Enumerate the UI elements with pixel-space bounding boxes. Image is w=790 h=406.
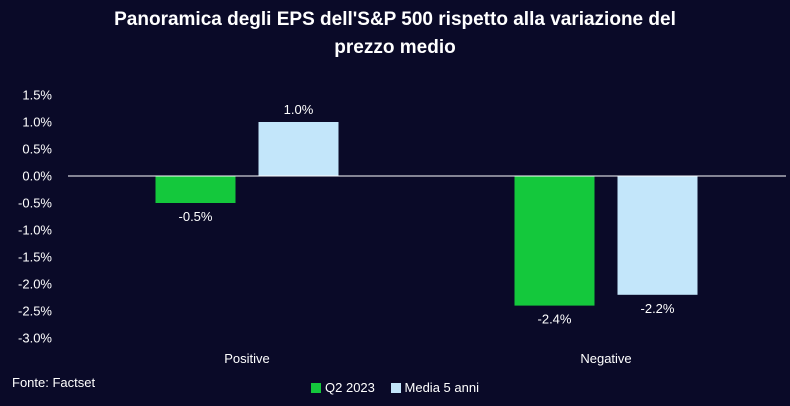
bar-q2-2023-negative [514, 176, 595, 306]
bar-media-5-anni-negative [617, 176, 698, 295]
y-tick-label: -2.0% [18, 277, 52, 292]
x-category-label-negative: Negative [580, 351, 631, 366]
y-tick-label: 0.0% [22, 169, 52, 184]
y-tick-label: -1.0% [18, 223, 52, 238]
legend: Q2 2023 Media 5 anni [0, 380, 790, 396]
data-label-media-5-anni-positive: 1.0% [284, 102, 314, 117]
bar-media-5-anni-positive [258, 122, 339, 176]
legend-swatch-q2-2023 [311, 382, 322, 393]
y-tick-label: 0.5% [22, 142, 52, 157]
source-note: Fonte: Factset [12, 375, 96, 390]
chart-title-line-1: Panoramica degli EPS dell'S&P 500 rispet… [114, 9, 676, 30]
y-tick-label: -2.5% [18, 304, 52, 319]
y-tick-label: -3.0% [18, 331, 52, 346]
data-label-q2-2023-positive: -0.5% [179, 209, 213, 224]
y-tick-label: -0.5% [18, 196, 52, 211]
legend-label-q2-2023: Q2 2023 [325, 380, 375, 395]
y-tick-label: -1.5% [18, 250, 52, 265]
chart-title: Panoramica degli EPS dell'S&P 500 rispet… [0, 6, 790, 62]
legend-label-media-5-anni: Media 5 anni [404, 380, 479, 395]
data-label-q2-2023-negative: -2.4% [538, 312, 572, 327]
legend-item-q2-2023: Q2 2023 [311, 380, 375, 395]
x-category-label-positive: Positive [224, 351, 270, 366]
bar-q2-2023-positive [155, 176, 236, 203]
data-label-media-5-anni-negative: -2.2% [641, 301, 675, 316]
y-tick-label: 1.0% [22, 115, 52, 130]
chart-title-line-2: prezzo medio [334, 37, 456, 58]
y-tick-label: 1.5% [22, 88, 52, 103]
legend-item-media-5-anni: Media 5 anni [390, 380, 479, 395]
legend-swatch-media-5-anni [390, 382, 401, 393]
